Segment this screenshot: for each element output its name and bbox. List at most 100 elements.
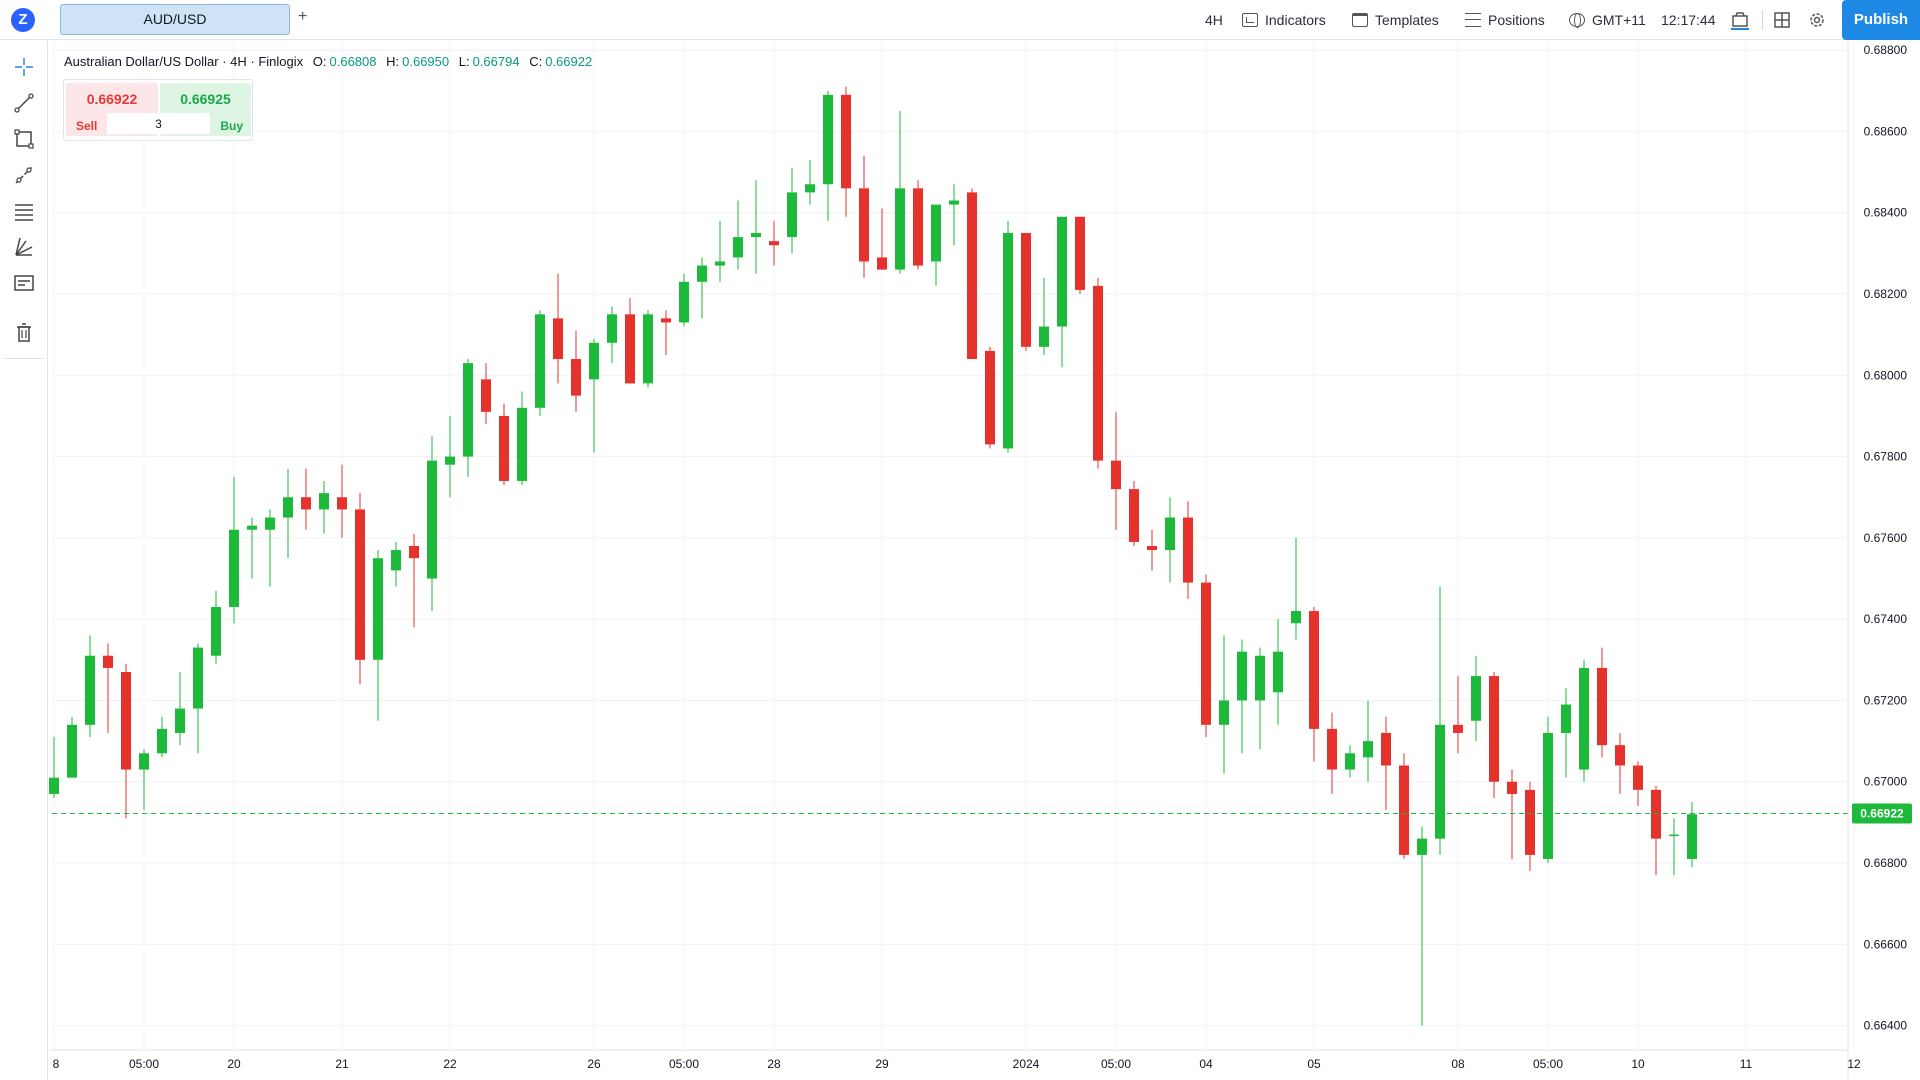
candle-body	[1309, 611, 1319, 729]
symbol-tab-aud-usd[interactable]: AUD/USD	[60, 4, 290, 35]
legend-high-label: H:	[386, 54, 400, 69]
time-axis[interactable]: 8 05:00 20 21 22 26 05:00 28 29 2024 05:00 04 05 08 05…	[53, 1057, 1861, 1071]
add-tab-button[interactable]: +	[298, 8, 308, 25]
candle	[1309, 606, 1319, 762]
candle	[427, 436, 437, 612]
candle-body	[1273, 651, 1283, 693]
candle	[1399, 753, 1409, 859]
candle-body	[841, 94, 851, 189]
candle	[247, 517, 257, 579]
rectangle-icon[interactable]	[12, 127, 36, 151]
drawing-toolbar	[0, 41, 48, 1080]
candle	[1633, 761, 1643, 807]
candle	[283, 468, 293, 559]
candle-body	[499, 415, 509, 481]
time-tick-label: 08	[1451, 1057, 1465, 1071]
candle-body	[49, 777, 59, 794]
candle	[1039, 277, 1049, 355]
candle-body	[67, 724, 77, 778]
candle	[481, 363, 491, 425]
candle	[1489, 672, 1499, 798]
candle-body	[967, 192, 977, 360]
candle-body	[589, 342, 599, 380]
candle	[157, 716, 167, 758]
candle	[1129, 480, 1139, 546]
templates-button[interactable]: Templates	[1352, 0, 1439, 40]
price-axis[interactable]: 0.68800 0.68600 0.68400 0.68200 0.68000 0.678…	[1864, 43, 1908, 1032]
timezone-button[interactable]: GMT+11	[1569, 0, 1646, 40]
candle-body	[1147, 546, 1157, 551]
candle	[103, 643, 113, 733]
layout-grid-icon[interactable]	[1771, 9, 1793, 31]
candle	[1543, 716, 1553, 864]
templates-icon	[1352, 13, 1368, 27]
price-tick-label: 0.66400	[1864, 1019, 1908, 1033]
interval-button[interactable]: 4H	[1205, 0, 1223, 40]
candle-body	[1651, 789, 1661, 839]
candle	[985, 346, 995, 449]
candle	[517, 391, 527, 486]
time-tick-label: 8	[53, 1057, 60, 1071]
candle-body	[787, 192, 797, 238]
candle-body	[103, 655, 113, 668]
candle	[733, 200, 743, 270]
candle-body	[1363, 741, 1373, 758]
candle	[463, 359, 473, 477]
trend-line-icon[interactable]	[12, 91, 36, 115]
path-icon[interactable]	[12, 163, 36, 187]
candle-body	[823, 94, 833, 185]
candle-body	[121, 672, 131, 770]
price-tick-label: 0.68200	[1864, 287, 1908, 301]
time-tick-label: 05:00	[669, 1057, 699, 1071]
candle	[1291, 537, 1301, 640]
sell-price: 0.66922	[86, 91, 138, 107]
indicators-button[interactable]: Indicators	[1242, 0, 1326, 40]
candle	[571, 330, 581, 412]
candle	[211, 590, 221, 664]
candle	[175, 672, 185, 746]
globe-icon	[1569, 13, 1585, 28]
candle-body	[733, 237, 743, 258]
candle	[319, 480, 329, 534]
candle	[661, 310, 671, 355]
candle-body	[1399, 765, 1409, 855]
time-tick-label: 04	[1199, 1057, 1213, 1071]
positions-button[interactable]: Positions	[1465, 0, 1545, 40]
settings-gear-icon[interactable]	[1806, 9, 1828, 31]
candle	[553, 273, 563, 384]
candle-body	[1507, 781, 1517, 794]
sell-label: Sell	[76, 119, 98, 133]
candle-body	[265, 517, 275, 530]
text-note-icon[interactable]	[12, 271, 36, 295]
candle	[1435, 586, 1445, 855]
trash-icon[interactable]	[12, 321, 36, 345]
snapshot-icon[interactable]	[1729, 9, 1751, 31]
publish-button[interactable]: Publish	[1842, 0, 1920, 40]
interval-label: 4H	[1205, 12, 1223, 28]
crosshair-icon[interactable]	[12, 55, 36, 79]
app-logo-icon[interactable]: Z	[11, 8, 35, 32]
legend-high-value: 0.66950	[402, 54, 450, 69]
templates-label: Templates	[1375, 12, 1439, 28]
quantity-input[interactable]	[107, 113, 210, 134]
candle-body	[751, 233, 761, 238]
candle	[229, 476, 239, 624]
pitchfork-icon[interactable]	[12, 235, 36, 259]
candle-body	[1093, 285, 1103, 461]
candle	[1615, 732, 1625, 794]
toolbar-divider	[1762, 10, 1763, 30]
candle	[445, 415, 455, 498]
candle-body	[463, 363, 473, 457]
time-tick-label: 22	[443, 1057, 457, 1071]
time-tick-label: 11	[1740, 1057, 1753, 1071]
time-tick-label: 2024	[1013, 1057, 1040, 1071]
candle	[1669, 818, 1679, 876]
candle-body	[1003, 233, 1013, 449]
legend-open-value: 0.66808	[329, 54, 377, 69]
candle	[1183, 501, 1193, 599]
candle-body	[607, 314, 617, 343]
fib-retracement-icon[interactable]	[12, 199, 36, 223]
candle	[949, 184, 959, 246]
candle	[643, 310, 653, 388]
